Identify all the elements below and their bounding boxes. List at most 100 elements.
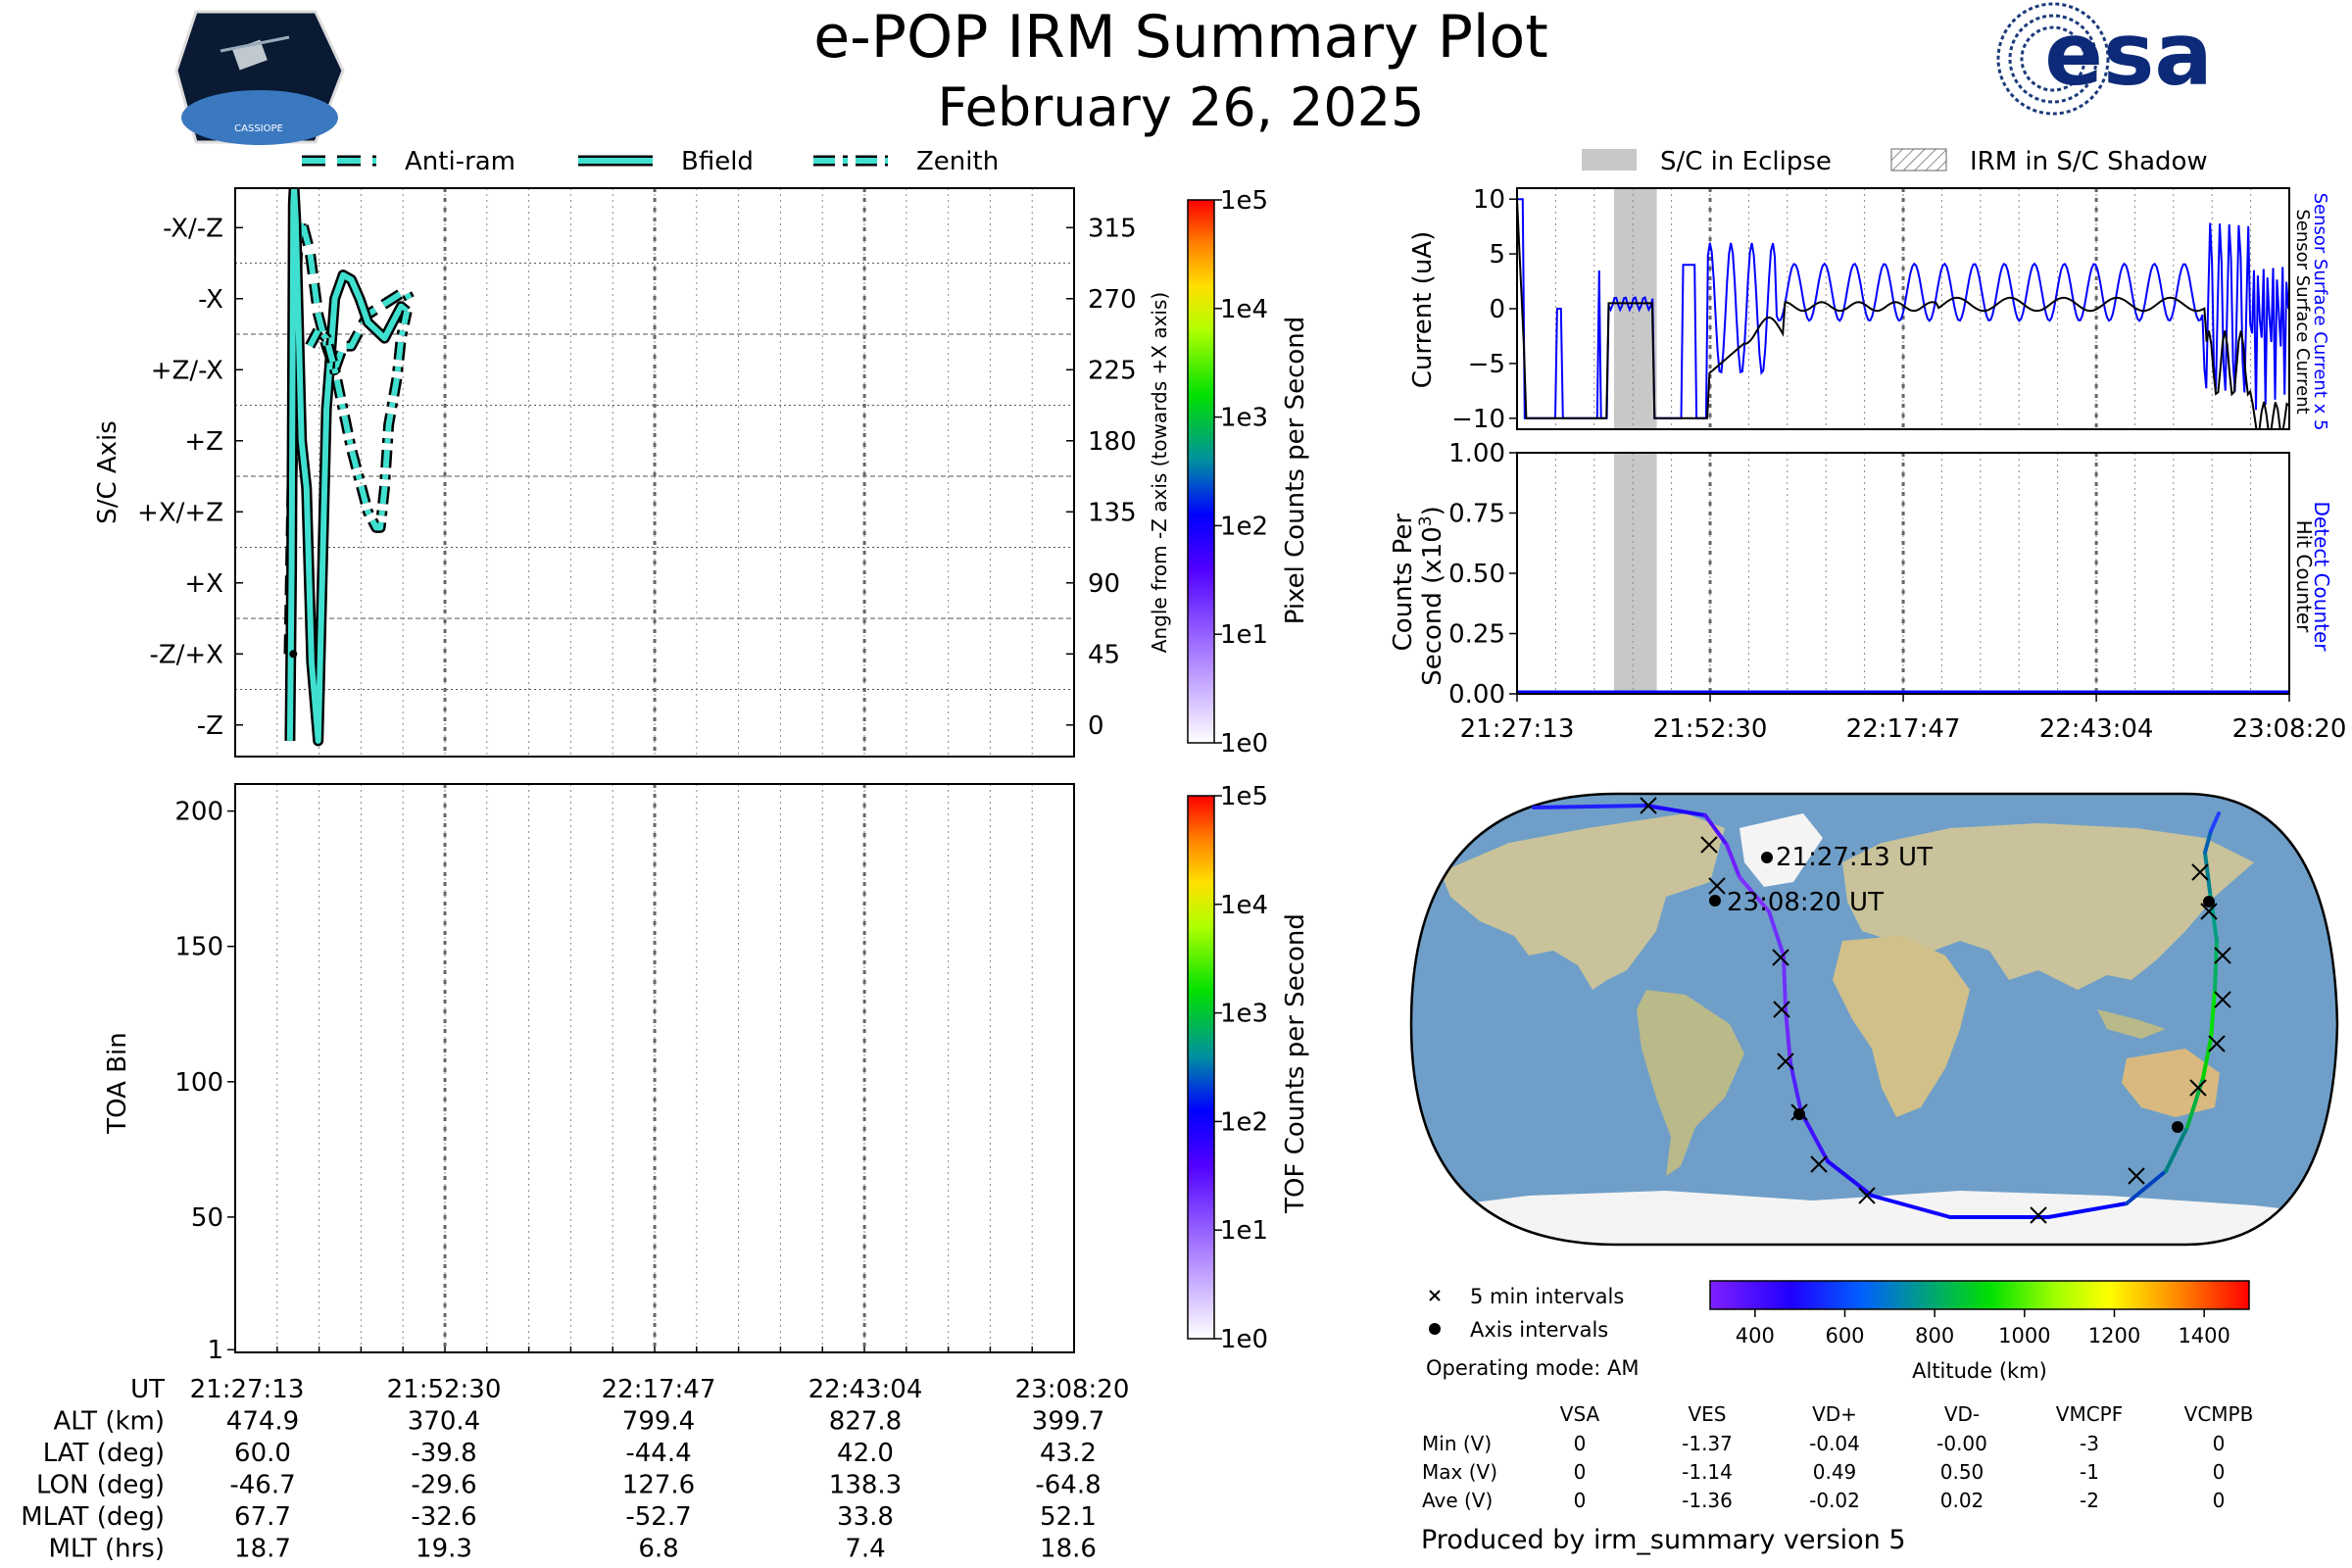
orbit-segment — [1644, 804, 1707, 817]
land-north-america — [1441, 813, 1725, 990]
ephemeris-value: -46.7 — [229, 1471, 295, 1500]
sc-axis-angle-tick: 180 — [1088, 427, 1137, 457]
sc-axis-tick-label: -Z/+X — [149, 640, 223, 669]
voltage-value: -3 — [2080, 1432, 2099, 1455]
map-legend-label: 5 min intervals — [1470, 1285, 1624, 1308]
sc-axis-angle-tick: 135 — [1088, 498, 1137, 527]
legend-label: Anti-ram — [405, 147, 515, 176]
sc-axis-tick-label: -X — [198, 285, 223, 315]
current-right-label: Sensor Surface Current — [2292, 209, 2313, 414]
time-tick-label: 22:43:04 — [2039, 714, 2154, 744]
colorbar-tick-label: 1e0 — [1220, 729, 1268, 759]
cassiope-logo: CASSIOPE — [174, 10, 345, 145]
altitude-tick-label: 600 — [1825, 1324, 1864, 1348]
ephemeris-row-label: LAT (deg) — [43, 1439, 165, 1468]
toa-tick-label: 50 — [191, 1203, 223, 1233]
operating-mode: Operating mode: AM — [1426, 1356, 1639, 1380]
current-ylabel: Current (uA) — [1408, 231, 1438, 388]
axis-interval-marker — [1793, 1108, 1805, 1120]
voltage-header: VCMPB — [2184, 1402, 2254, 1426]
current-right-label-blue: Sensor Surface Current x 5 — [2310, 193, 2330, 431]
orbit-map: 21:27:13 UT 23:08:20 UT — [1409, 792, 2339, 1247]
trace-zenith — [307, 311, 411, 531]
ephemeris-value: 22:43:04 — [808, 1375, 923, 1404]
time-tick-label: 22:17:47 — [1846, 714, 1961, 744]
sc-axis-legend: Anti-ram Bfield Zenith — [302, 147, 999, 176]
counts-ylabel-line1: Counts Per — [1389, 514, 1418, 652]
altitude-tick-label: 1400 — [2178, 1324, 2230, 1348]
orbit-end-label: 23:08:20 UT — [1727, 888, 1884, 917]
ephemeris-value: 42.0 — [837, 1439, 894, 1468]
orbit-segment — [1826, 1159, 1874, 1198]
colorbar-tick-label: 1e3 — [1220, 1000, 1268, 1029]
altitude-tick-label: 400 — [1736, 1324, 1775, 1348]
altitude-colorbar-label: Altitude (km) — [1912, 1359, 2047, 1383]
legend-label: Bfield — [681, 147, 754, 176]
voltage-value: 0 — [1574, 1460, 1587, 1484]
five-min-marker — [2214, 947, 2231, 964]
esa-logo-text: esa — [2044, 4, 2212, 105]
land-greenland — [1740, 813, 1823, 887]
counts-panel: 1.00 0.75 0.50 0.25 0.00 21:27:13 21:52:30 22:… — [1389, 439, 2346, 744]
land-africa — [1833, 936, 1970, 1117]
voltage-header: VSA — [1560, 1402, 1600, 1426]
ephemeris-value: 127.6 — [622, 1471, 695, 1500]
cassiope-logo-text: CASSIOPE — [234, 123, 283, 134]
ephemeris-value: 60.0 — [234, 1439, 291, 1468]
ephemeris-value: -39.8 — [411, 1439, 476, 1468]
five-min-marker — [1640, 797, 1657, 814]
ephemeris-row-label: ALT (km) — [53, 1407, 165, 1437]
voltage-value: 0 — [1574, 1432, 1587, 1455]
counts-tick-label: 0.50 — [1448, 560, 1505, 589]
sc-axis-angle-tick: 90 — [1088, 569, 1120, 599]
sc-axis-tick-label: +X/+Z — [137, 498, 223, 527]
legend-label: Zenith — [916, 147, 999, 176]
counts-ylabel-close: ) — [1418, 506, 1447, 515]
five-min-marker — [2214, 991, 2231, 1008]
page-subtitle: February 26, 2025 — [938, 76, 1425, 138]
land-eurasia — [1842, 823, 2254, 990]
legend-patch — [1890, 148, 1947, 172]
ephemeris-value: 21:27:13 — [190, 1375, 305, 1404]
voltage-value: -1.36 — [1682, 1489, 1733, 1512]
map-legend-label: Axis intervals — [1470, 1318, 1608, 1342]
voltage-value: 0 — [2213, 1432, 2226, 1455]
sensor-current-x5-line — [1517, 198, 2289, 419]
orbit-segment — [2125, 1169, 2168, 1205]
toa-panel: 200 150 100 50 1 TOA Bin — [103, 783, 1075, 1365]
altitude-colorbar: 400 600 800 1000 1200 1400 Altitude (km) — [1709, 1280, 2250, 1383]
ephemeris-value: 827.8 — [829, 1407, 902, 1437]
toa-tick-label: 100 — [174, 1068, 223, 1098]
five-min-marker — [1708, 877, 1726, 895]
colorbar-tick-label: 1e2 — [1220, 512, 1268, 541]
current-tick-label: 5 — [1489, 240, 1505, 270]
voltage-value: 0.50 — [1940, 1460, 1984, 1484]
five-min-marker — [1777, 1053, 1794, 1070]
orbit-segment — [2164, 1125, 2189, 1173]
land-south-america — [1637, 990, 1744, 1176]
colorbar-tick-label: 1e5 — [1220, 186, 1268, 216]
voltage-value: -0.04 — [1809, 1432, 1860, 1455]
axis-interval-marker — [2172, 1121, 2183, 1133]
colorbar-tick-label: 1e4 — [1220, 891, 1268, 920]
voltage-value: 0 — [2213, 1460, 2226, 1484]
sc-axis-tick-label: -X/-Z — [163, 214, 223, 243]
map-legend: 5 min intervals Axis intervals — [1429, 1285, 1624, 1342]
sc-axis-ylabel: S/C Axis — [93, 420, 122, 524]
five-min-marker — [2200, 903, 2218, 920]
colorbar-tick-label: 1e3 — [1220, 404, 1268, 433]
orbit-segment — [1799, 1110, 1830, 1163]
ephemeris-value: 138.3 — [829, 1471, 902, 1500]
voltage-value: -0.02 — [1809, 1489, 1860, 1512]
five-min-marker — [1858, 1187, 1876, 1204]
legend-x-marker — [1429, 1290, 1441, 1301]
counts-tick-label: 0.25 — [1448, 620, 1505, 650]
legend-dot-marker — [1429, 1323, 1441, 1335]
orbit-segment — [2046, 1201, 2129, 1219]
trace-bfield — [286, 188, 410, 744]
sc-axis-angle-tick: 225 — [1088, 356, 1137, 385]
ephemeris-value: 22:17:47 — [602, 1375, 716, 1404]
ephemeris-value: -32.6 — [411, 1502, 476, 1532]
ephemeris-value: -44.4 — [625, 1439, 691, 1468]
ephemeris-value: 33.8 — [837, 1502, 894, 1532]
